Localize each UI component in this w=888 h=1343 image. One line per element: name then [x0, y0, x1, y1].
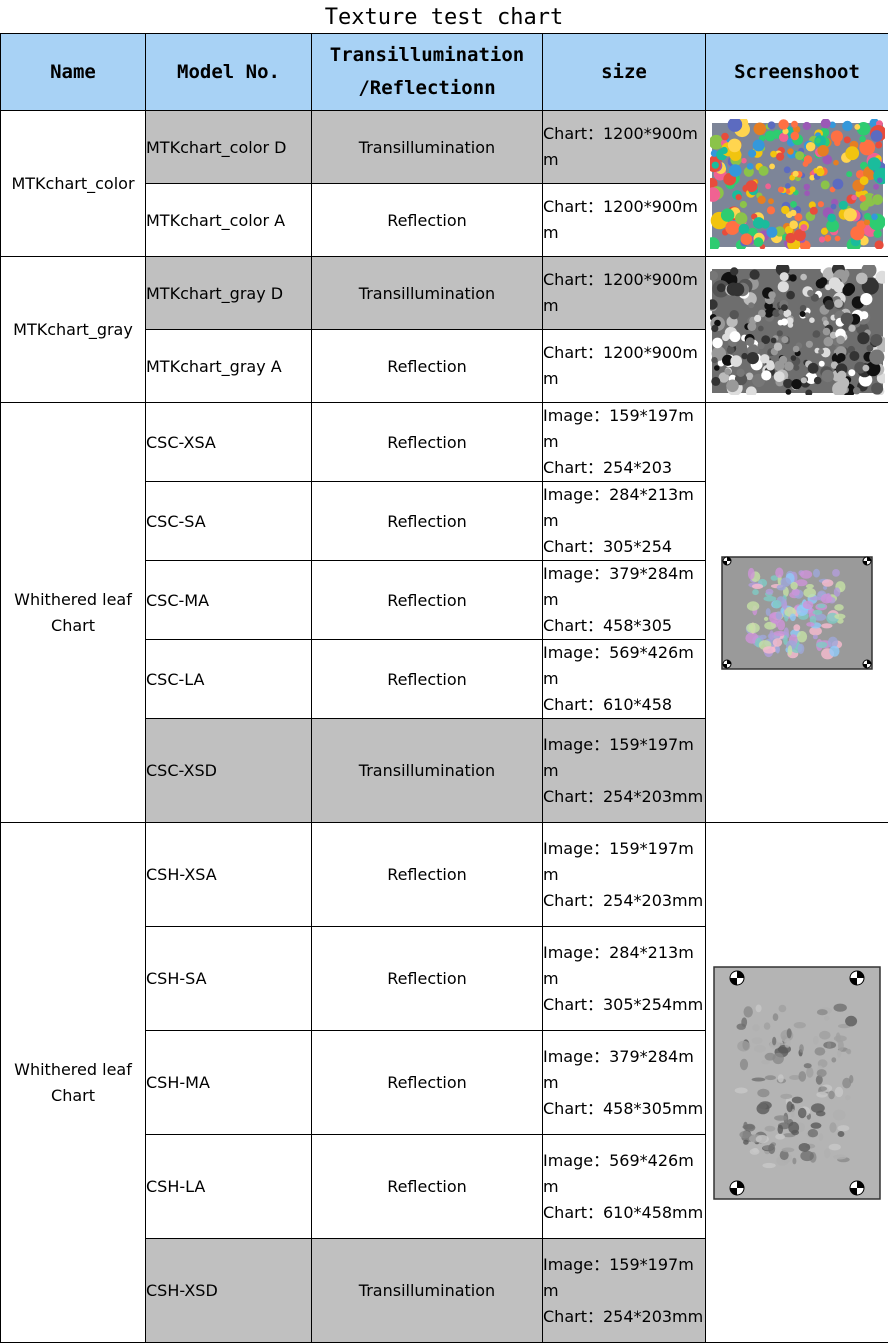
- model-cell: MTKchart_color D: [146, 111, 312, 184]
- size-text: Image：569*426mm Chart：610*458mm: [543, 1148, 705, 1226]
- mode-cell: Transillumination: [312, 257, 543, 330]
- model-cell: CSC-LA: [146, 640, 312, 719]
- size-cell: Image：159*197mm Chart：254*203: [543, 403, 706, 482]
- size-text: Chart：1200*900mm: [543, 194, 705, 246]
- header-screenshot: Screenshoot: [706, 34, 888, 111]
- mode-cell: Reflection: [312, 640, 543, 719]
- size-text: Image：569*426mm Chart：610*458: [543, 640, 705, 718]
- texture-chart-table: Name Model No. Transillumination /Reflec…: [0, 33, 888, 1343]
- size-text: Image：284*213mm Chart：305*254mm: [543, 940, 705, 1018]
- group-name: Whithered leaf Chart: [1, 403, 146, 823]
- model-cell: CSC-MA: [146, 561, 312, 640]
- mode-cell: Reflection: [312, 823, 543, 927]
- table-row: Whithered leaf Chart CSC-XSA Reflection …: [1, 403, 888, 482]
- size-cell: Image：379*284mm Chart：458*305: [543, 561, 706, 640]
- size-text: Image：159*197mm Chart：254*203mm: [543, 732, 705, 810]
- header-size: size: [543, 34, 706, 111]
- header-row: Name Model No. Transillumination /Reflec…: [1, 34, 888, 111]
- screenshot-cell: [706, 257, 888, 403]
- sheet-title: Texture test chart: [0, 0, 888, 33]
- mode-cell: Reflection: [312, 330, 543, 403]
- size-text: Image：379*284mm Chart：458*305: [543, 561, 705, 639]
- group-name: Whithered leaf Chart: [1, 823, 146, 1343]
- screenshot-cell: [706, 111, 888, 257]
- color-leaf-chart-thumbnail: [721, 556, 873, 670]
- size-cell: Chart：1200*900mm: [543, 257, 706, 330]
- table-row: MTKchart_color MTKchart_color D Transill…: [1, 111, 888, 184]
- screenshot-cell: [706, 403, 888, 823]
- mode-cell: Reflection: [312, 561, 543, 640]
- size-cell: Chart：1200*900mm: [543, 330, 706, 403]
- mode-cell: Reflection: [312, 403, 543, 482]
- size-text: Image：379*284mm Chart：458*305mm: [543, 1044, 705, 1122]
- model-cell: CSC-XSD: [146, 719, 312, 823]
- model-cell: CSH-XSD: [146, 1239, 312, 1343]
- mode-cell: Reflection: [312, 927, 543, 1031]
- model-cell: CSH-LA: [146, 1135, 312, 1239]
- size-cell: Image：284*213mm Chart：305*254: [543, 482, 706, 561]
- model-cell: MTKchart_color A: [146, 184, 312, 257]
- size-cell: Chart：1200*900mm: [543, 184, 706, 257]
- group-name: MTKchart_color: [1, 111, 146, 257]
- size-cell: Image：379*284mm Chart：458*305mm: [543, 1031, 706, 1135]
- size-cell: Image：569*426mm Chart：610*458: [543, 640, 706, 719]
- header-mode: Transillumination /Reflectionn: [312, 34, 543, 111]
- screenshot-cell: [706, 823, 888, 1343]
- gray-dot-chart-thumbnail: [710, 265, 885, 395]
- table-row: MTKchart_gray MTKchart_gray D Transillum…: [1, 257, 888, 330]
- model-cell: MTKchart_gray A: [146, 330, 312, 403]
- size-cell: Image：569*426mm Chart：610*458mm: [543, 1135, 706, 1239]
- model-cell: CSH-SA: [146, 927, 312, 1031]
- size-text: Image：159*197mm Chart：254*203: [543, 403, 705, 481]
- mode-cell: Reflection: [312, 482, 543, 561]
- size-text: Chart：1200*900mm: [543, 121, 705, 173]
- model-cell: CSC-SA: [146, 482, 312, 561]
- size-text: Chart：1200*900mm: [543, 267, 705, 319]
- model-cell: MTKchart_gray D: [146, 257, 312, 330]
- header-name: Name: [1, 34, 146, 111]
- size-cell: Chart：1200*900mm: [543, 111, 706, 184]
- mode-cell: Reflection: [312, 1031, 543, 1135]
- model-cell: CSH-XSA: [146, 823, 312, 927]
- size-cell: Image：284*213mm Chart：305*254mm: [543, 927, 706, 1031]
- table-row: Whithered leaf Chart CSH-XSA Reflection …: [1, 823, 888, 927]
- size-text: Image：159*197mm Chart：254*203mm: [543, 836, 705, 914]
- size-text: Image：284*213mm Chart：305*254: [543, 482, 705, 560]
- size-text: Chart：1200*900mm: [543, 340, 705, 392]
- size-cell: Image：159*197mm Chart：254*203mm: [543, 719, 706, 823]
- mode-cell: Reflection: [312, 184, 543, 257]
- group-name: MTKchart_gray: [1, 257, 146, 403]
- mode-cell: Transillumination: [312, 719, 543, 823]
- model-cell: CSC-XSA: [146, 403, 312, 482]
- gray-leaf-chart-thumbnail: [713, 966, 881, 1200]
- header-model: Model No.: [146, 34, 312, 111]
- mode-cell: Reflection: [312, 1135, 543, 1239]
- colorful-dot-chart-thumbnail: [710, 119, 885, 249]
- mode-cell: Transillumination: [312, 1239, 543, 1343]
- size-text: Image：159*197mm Chart：254*203mm: [543, 1252, 705, 1330]
- mode-cell: Transillumination: [312, 111, 543, 184]
- size-cell: Image：159*197mm Chart：254*203mm: [543, 823, 706, 927]
- size-cell: Image：159*197mm Chart：254*203mm: [543, 1239, 706, 1343]
- model-cell: CSH-MA: [146, 1031, 312, 1135]
